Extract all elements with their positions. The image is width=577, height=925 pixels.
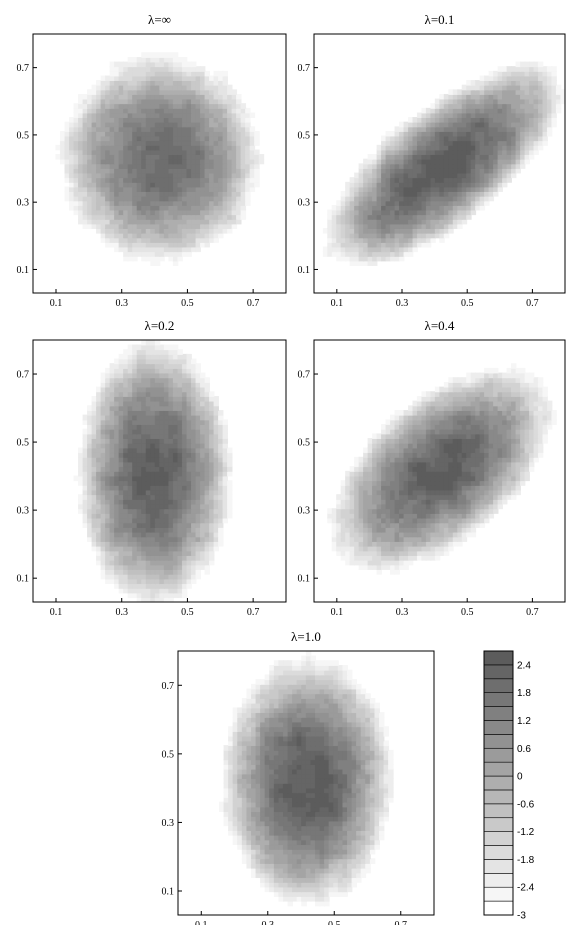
contour-panel-5: 0.1 0.3 0.5 0.7 0.1 0.3 0.5 0.7 λ=1.0	[162, 629, 435, 925]
x-tick-label: 0.7	[395, 920, 408, 925]
colorbar-swatch	[483, 817, 514, 832]
panel-title: λ=0.4	[425, 318, 455, 333]
colorbar-label: -1.8	[517, 855, 535, 866]
colorbar-swatch	[483, 803, 514, 819]
x-tick-label: 0.7	[247, 298, 260, 309]
plot-frame	[313, 339, 566, 603]
x-tick-label: 0.7	[526, 607, 539, 618]
contour-bands	[322, 61, 565, 267]
contour-panel-2: 0.1 0.3 0.5 0.7 0.1 0.3 0.5 0.7 λ=0.1	[298, 12, 566, 309]
x-tick-label: 0.1	[195, 920, 208, 925]
panel-title: λ=∞	[148, 12, 171, 27]
x-tick-label: 0.3	[115, 298, 128, 309]
y-tick-label: 0.1	[162, 887, 175, 898]
colorbar-swatch	[483, 734, 514, 749]
colorbar-swatch	[483, 692, 514, 707]
colorbar-label: -2.4	[517, 883, 535, 894]
y-tick-label: 0.5	[298, 438, 311, 449]
x-tick-label: 0.3	[396, 298, 409, 309]
x-tick-label: 0.5	[181, 607, 194, 618]
colorbar-label: 1.2	[517, 716, 531, 727]
y-tick-label: 0.7	[17, 63, 30, 74]
contour-bands	[327, 363, 557, 575]
y-tick-label: 0.3	[298, 506, 311, 517]
y-tick-label: 0.3	[162, 818, 175, 829]
y-tick-label: 0.5	[162, 749, 175, 760]
colorbar-swatch	[483, 886, 514, 902]
colorbar-swatch	[483, 664, 514, 680]
colorbar-swatch	[483, 859, 514, 874]
x-tick-label: 0.5	[328, 920, 341, 925]
colorbar-swatch	[483, 789, 514, 805]
colorbar-swatch	[483, 845, 514, 860]
colorbar-label: -3	[517, 911, 526, 922]
x-tick-label: 0.5	[461, 298, 474, 309]
x-tick-label: 0.3	[115, 607, 128, 618]
y-tick-label: 0.5	[17, 130, 30, 141]
x-tick-label: 0.5	[181, 298, 194, 309]
plot-frame	[32, 339, 287, 603]
y-tick-label: 0.3	[17, 198, 30, 209]
x-tick-label: 0.1	[331, 298, 344, 309]
colorbar-label: -1.2	[517, 827, 535, 838]
colorbar-swatch	[483, 747, 514, 763]
x-tick-label: 0.3	[262, 920, 275, 925]
x-tick-label: 0.5	[461, 607, 474, 618]
contour-panel-1: 0.1 0.3 0.5 0.7 0.1 0.3 0.5 0.7 λ=∞	[17, 12, 287, 309]
y-tick-label: 0.7	[17, 370, 30, 381]
colorbar-label: 0.6	[517, 744, 531, 755]
colorbar: 2.4 1.8 1.2 0.6 0 -0.6 -1.2 -1.8 -2.4 -3	[483, 650, 535, 922]
y-tick-label: 0.3	[17, 506, 30, 517]
y-tick-label: 0.1	[17, 574, 30, 585]
y-tick-label: 0.7	[162, 681, 175, 692]
y-tick-label: 0.5	[17, 438, 30, 449]
colorbar-label: 1.8	[517, 688, 531, 699]
colorbar-frame	[483, 650, 514, 916]
colorbar-swatch	[483, 678, 514, 693]
colorbar-swatch	[483, 873, 514, 888]
colorbar-swatch	[483, 900, 514, 916]
contour-bands	[218, 651, 394, 907]
y-tick-label: 0.3	[298, 198, 311, 209]
plot-frame	[177, 650, 435, 916]
panel-title: λ=0.2	[145, 318, 175, 333]
x-tick-label: 0.1	[50, 298, 63, 309]
colorbar-swatch	[483, 831, 514, 846]
contour-bands	[73, 340, 233, 602]
x-tick-label: 0.1	[50, 607, 63, 618]
y-tick-label: 0.7	[298, 370, 311, 381]
colorbar-swatch	[483, 720, 514, 735]
panel-title: λ=1.0	[291, 629, 321, 644]
y-tick-label: 0.1	[298, 265, 311, 276]
y-tick-label: 0.1	[298, 574, 311, 585]
plot-frame	[32, 33, 287, 294]
colorbar-label: 2.4	[517, 660, 531, 671]
x-tick-label: 0.7	[526, 298, 539, 309]
contour-panel-3: 0.1 0.3 0.5 0.7 0.1 0.3 0.5 0.7 λ=0.2	[17, 318, 287, 618]
x-tick-label: 0.1	[331, 607, 344, 618]
colorbar-label: 0	[517, 772, 523, 783]
contour-bands	[55, 52, 265, 267]
y-tick-label: 0.7	[298, 63, 311, 74]
colorbar-swatch	[483, 761, 514, 777]
x-tick-label: 0.3	[396, 607, 409, 618]
y-tick-label: 0.5	[298, 130, 311, 141]
panel-title: λ=0.1	[425, 12, 455, 27]
colorbar-swatch	[483, 650, 514, 666]
colorbar-label: -0.6	[517, 799, 535, 810]
plot-frame	[313, 33, 566, 294]
x-tick-label: 0.7	[247, 607, 260, 618]
colorbar-swatch	[483, 775, 514, 791]
y-tick-label: 0.1	[17, 265, 30, 276]
colorbar-swatch	[483, 706, 514, 721]
contour-panel-4: 0.1 0.3 0.5 0.7 0.1 0.3 0.5 0.7 λ=0.4	[298, 318, 566, 618]
